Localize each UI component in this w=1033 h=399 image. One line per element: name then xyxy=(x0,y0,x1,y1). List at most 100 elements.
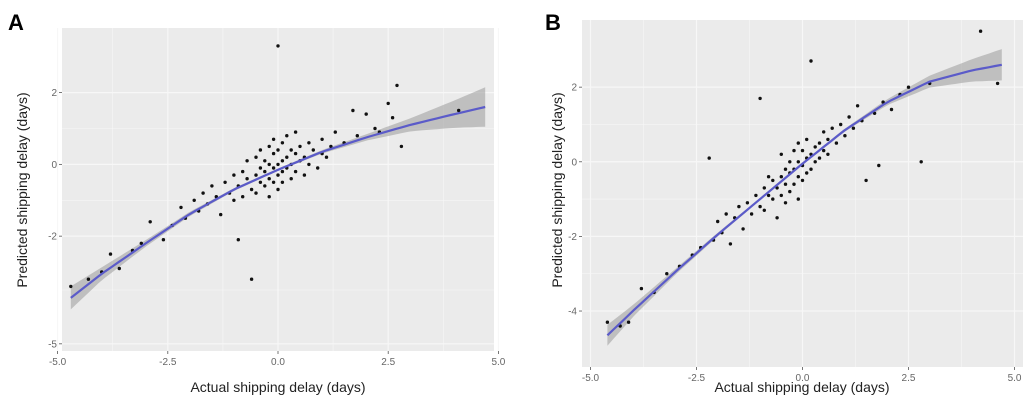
data-point xyxy=(210,184,214,188)
x-tick-label: 5.0 xyxy=(1008,373,1022,384)
x-tick-label: 2.5 xyxy=(381,357,395,368)
data-point xyxy=(754,193,758,198)
y-tick-label: 2 xyxy=(571,83,577,94)
data-point xyxy=(271,137,276,141)
panel-a: A -5.0 -2.5 0.0 2.5 5.0 -5 -2 0 2 Actual shippi… xyxy=(8,10,506,395)
y-tick-label: -5 xyxy=(48,339,57,350)
confidence-band-b xyxy=(607,49,1002,346)
data-point xyxy=(320,137,324,141)
data-point xyxy=(241,195,245,199)
data-point xyxy=(148,220,152,224)
data-point xyxy=(877,163,881,168)
data-point xyxy=(847,115,851,119)
data-point xyxy=(280,169,285,174)
data-point xyxy=(775,216,779,220)
data-point xyxy=(316,166,320,170)
x-tick-label: 5.0 xyxy=(491,357,505,368)
data-point xyxy=(285,155,289,159)
data-point xyxy=(805,171,809,175)
data-point xyxy=(724,212,728,216)
data-point xyxy=(843,134,847,138)
data-point xyxy=(355,134,359,138)
data-point xyxy=(258,166,263,170)
data-point xyxy=(889,107,894,112)
data-point xyxy=(289,148,293,152)
data-point xyxy=(263,184,267,188)
data-point xyxy=(324,155,329,159)
data-point xyxy=(741,227,745,231)
x-tick-label: 0.0 xyxy=(271,357,285,368)
data-point xyxy=(796,160,800,164)
data-point xyxy=(245,177,249,181)
data-point xyxy=(293,130,298,134)
data-point xyxy=(258,148,263,152)
data-point xyxy=(267,162,271,167)
data-point xyxy=(117,266,122,271)
fit-curve-b xyxy=(606,63,1002,337)
data-point xyxy=(626,320,631,324)
x-tick-label: -2.5 xyxy=(688,373,706,384)
data-point xyxy=(881,100,885,104)
data-point xyxy=(399,144,404,149)
data-point xyxy=(758,96,762,101)
data-point xyxy=(822,148,826,153)
data-point xyxy=(192,198,196,202)
data-point xyxy=(249,187,254,192)
data-point xyxy=(263,169,267,174)
data-point xyxy=(758,204,762,209)
data-point xyxy=(796,197,800,201)
data-point xyxy=(766,193,771,198)
data-point xyxy=(639,286,644,291)
data-point xyxy=(995,81,1000,86)
data-point xyxy=(364,112,368,116)
confidence-band xyxy=(70,87,486,310)
x-tick-label: -5.0 xyxy=(582,373,600,384)
data-point xyxy=(864,178,868,183)
x-ticks-b: -5.0 -2.5 0.0 2.5 5.0 xyxy=(582,367,1022,384)
data-point xyxy=(289,177,293,181)
data-point xyxy=(762,208,766,212)
data-point xyxy=(771,197,775,201)
data-point xyxy=(276,187,280,192)
data-point xyxy=(792,148,796,153)
data-point xyxy=(771,178,775,183)
data-point xyxy=(276,173,280,177)
data-point xyxy=(254,173,258,177)
data-point xyxy=(813,145,817,149)
x-tick-label: -2.5 xyxy=(159,357,177,368)
data-point xyxy=(919,160,923,164)
confidence-band xyxy=(607,49,1002,346)
data-point xyxy=(161,238,166,242)
data-point xyxy=(223,180,227,184)
data-point xyxy=(267,177,271,181)
data-point xyxy=(302,173,307,177)
data-point xyxy=(258,180,263,184)
fit-line xyxy=(606,63,1002,337)
data-point xyxy=(716,219,720,224)
data-point xyxy=(762,186,766,190)
data-point xyxy=(805,137,809,142)
data-point xyxy=(271,166,276,170)
data-point xyxy=(69,284,73,289)
data-point xyxy=(293,169,298,174)
data-point xyxy=(783,167,788,171)
data-point xyxy=(728,242,733,246)
data-point xyxy=(201,191,205,195)
data-point xyxy=(783,201,788,205)
data-point xyxy=(796,175,800,179)
data-point xyxy=(800,178,805,183)
data-point xyxy=(267,195,271,199)
confidence-band-a xyxy=(70,87,486,310)
data-point xyxy=(179,205,183,210)
y-axis-title-b: Predicted shipping delay (days) xyxy=(549,92,565,287)
data-point xyxy=(298,144,302,149)
data-point xyxy=(830,126,834,130)
data-point xyxy=(788,189,792,194)
panel-label-a: A xyxy=(8,10,24,35)
data-point xyxy=(311,148,315,152)
data-point xyxy=(737,204,741,209)
data-point xyxy=(800,148,805,153)
data-point xyxy=(813,160,817,164)
data-point xyxy=(779,152,783,156)
fit-curve-a xyxy=(70,105,486,299)
